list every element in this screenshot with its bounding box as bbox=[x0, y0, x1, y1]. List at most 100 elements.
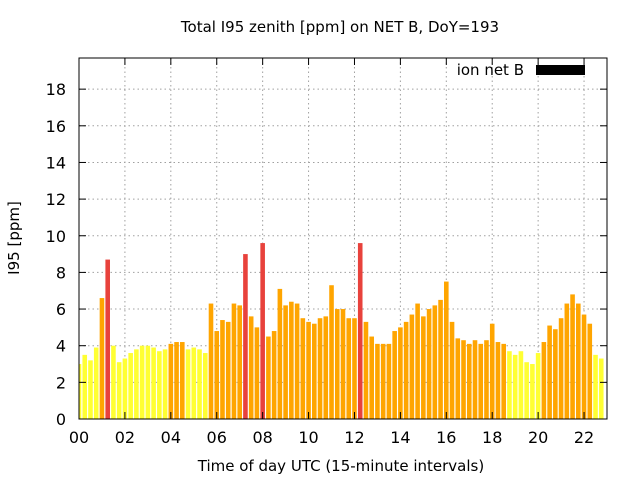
y-axis-title: I95 [ppm] bbox=[5, 201, 23, 275]
x-tick-label: 16 bbox=[436, 428, 456, 447]
bar bbox=[82, 354, 88, 419]
bars-group bbox=[79, 243, 604, 419]
y-tick-label: 2 bbox=[56, 373, 66, 392]
bar bbox=[289, 301, 294, 419]
x-tick-label: 20 bbox=[528, 428, 548, 447]
bar bbox=[570, 294, 575, 419]
bar bbox=[432, 305, 438, 419]
y-tick-label: 12 bbox=[46, 190, 66, 209]
bar bbox=[472, 340, 478, 419]
bar bbox=[277, 288, 283, 419]
bar bbox=[323, 316, 329, 419]
bar bbox=[243, 254, 248, 419]
bar bbox=[558, 318, 564, 419]
bar bbox=[581, 314, 587, 419]
x-tick-label: 00 bbox=[69, 428, 89, 447]
bar bbox=[444, 281, 449, 419]
x-tick-label: 10 bbox=[298, 428, 318, 447]
bar bbox=[145, 345, 151, 419]
bar bbox=[507, 351, 512, 419]
bar bbox=[312, 323, 317, 419]
bar bbox=[248, 316, 254, 419]
x-axis-title: Time of day UTC (15-minute intervals) bbox=[197, 457, 484, 475]
bar bbox=[225, 321, 231, 419]
bar bbox=[79, 364, 82, 419]
x-tick-label: 04 bbox=[161, 428, 181, 447]
bar bbox=[426, 309, 432, 419]
bar bbox=[105, 259, 110, 419]
y-tick-label: 10 bbox=[46, 227, 66, 246]
bar bbox=[134, 349, 139, 419]
bar bbox=[306, 321, 311, 419]
x-tick-label: 02 bbox=[115, 428, 135, 447]
chart-title: Total I95 zenith [ppm] on NET B, DoY=193 bbox=[180, 18, 499, 36]
y-tick-label: 4 bbox=[56, 337, 66, 356]
bar bbox=[88, 360, 93, 419]
bar bbox=[380, 343, 386, 419]
plot-frame bbox=[78, 57, 608, 420]
bar bbox=[180, 342, 185, 419]
bar bbox=[518, 351, 524, 419]
bar bbox=[128, 353, 133, 419]
bar bbox=[495, 342, 501, 419]
bar bbox=[466, 343, 472, 419]
bar bbox=[214, 331, 220, 419]
y-tick-label: 14 bbox=[46, 153, 66, 172]
bar bbox=[329, 285, 334, 419]
bar bbox=[357, 243, 363, 419]
legend-label: ion net B bbox=[457, 61, 524, 79]
bar bbox=[587, 323, 593, 419]
bar bbox=[512, 354, 518, 419]
bar bbox=[157, 351, 162, 419]
bar bbox=[501, 343, 506, 419]
bar bbox=[478, 343, 484, 419]
y-tick-label: 8 bbox=[56, 263, 66, 282]
x-tick-label: 12 bbox=[344, 428, 364, 447]
bar bbox=[386, 343, 392, 419]
bar bbox=[598, 358, 604, 419]
bar bbox=[317, 318, 323, 419]
bar bbox=[122, 358, 128, 419]
bar bbox=[541, 342, 547, 419]
x-tick-label: 18 bbox=[482, 428, 502, 447]
bar bbox=[576, 303, 581, 419]
bar bbox=[421, 316, 426, 419]
bar bbox=[208, 303, 214, 419]
bar bbox=[530, 364, 535, 419]
bar bbox=[93, 347, 99, 419]
bar bbox=[547, 325, 552, 419]
bar bbox=[352, 318, 357, 419]
bar bbox=[524, 362, 529, 419]
bar bbox=[564, 303, 570, 419]
bar bbox=[489, 323, 495, 419]
y-tick-label: 6 bbox=[56, 300, 66, 319]
bar bbox=[461, 340, 466, 419]
bar bbox=[202, 353, 208, 419]
bar bbox=[174, 342, 179, 419]
bar bbox=[340, 309, 346, 419]
bar bbox=[593, 354, 598, 419]
y-tick-label: 18 bbox=[46, 80, 66, 99]
grid-lines bbox=[79, 58, 607, 419]
bar bbox=[111, 345, 116, 419]
bar bbox=[151, 347, 156, 419]
bar bbox=[455, 338, 461, 419]
bar bbox=[449, 321, 455, 419]
x-tick-label: 14 bbox=[390, 428, 410, 447]
bar bbox=[191, 347, 197, 419]
axis-ticks bbox=[78, 58, 607, 420]
bar bbox=[266, 336, 271, 419]
bar bbox=[283, 305, 288, 419]
x-tick-label: 06 bbox=[207, 428, 227, 447]
bar bbox=[116, 362, 122, 419]
bar bbox=[168, 343, 174, 419]
bar bbox=[294, 303, 300, 419]
x-tick-label: 22 bbox=[574, 428, 594, 447]
bar bbox=[260, 243, 265, 419]
bar bbox=[162, 349, 168, 419]
y-tick-label: 16 bbox=[46, 117, 66, 136]
bar bbox=[484, 340, 489, 419]
bar bbox=[398, 327, 403, 419]
